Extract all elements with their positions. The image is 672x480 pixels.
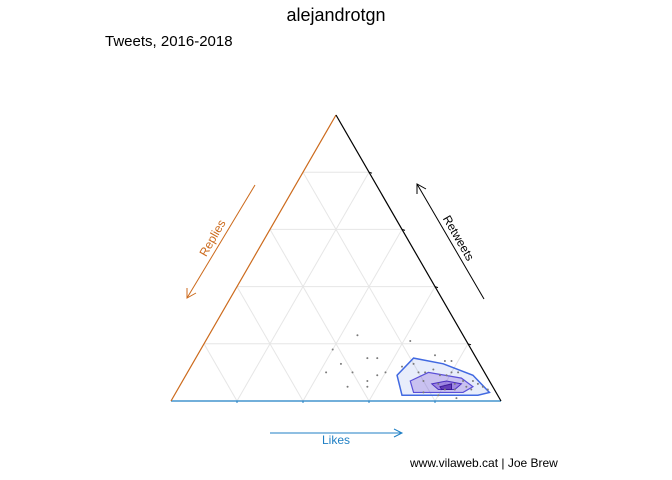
density-contours: [396, 357, 491, 397]
data-point-32: [455, 397, 458, 400]
data-points: [325, 334, 489, 400]
data-point-27: [453, 388, 456, 391]
retweets-tick-0: [467, 343, 472, 346]
likes-axis-label: Likes: [322, 433, 350, 447]
replies-axis-arrow: [186, 184, 256, 299]
grid-line-replies-3: [203, 343, 238, 402]
data-point-16: [450, 359, 453, 362]
retweets-tick-2: [401, 228, 406, 231]
data-point-18: [432, 368, 435, 371]
data-point-14: [434, 354, 436, 357]
retweets-axis-arrow: [416, 183, 485, 300]
data-point-29: [470, 388, 473, 391]
replies-axis-label: Replies: [196, 217, 228, 259]
data-point-5: [366, 379, 369, 382]
data-point-6: [376, 357, 379, 360]
data-point-3: [346, 385, 349, 388]
data-point-13: [412, 362, 415, 365]
data-point-10: [366, 385, 369, 388]
replies-axis-line: [170, 114, 337, 402]
data-point-22: [422, 379, 425, 382]
retweets-axis-line: [335, 114, 502, 402]
data-point-25: [453, 382, 456, 385]
data-point-0: [356, 334, 359, 337]
data-point-28: [465, 385, 468, 388]
chart-subtitle: Tweets, 2016-2018: [105, 33, 233, 50]
grid-line-replies-1: [269, 229, 370, 402]
retweets-tick-3: [368, 171, 373, 174]
data-point-9: [376, 374, 379, 377]
grid-line-likes-2: [368, 286, 436, 402]
data-point-23: [437, 382, 440, 385]
grid-line-likes-1: [302, 229, 403, 402]
data-point-7: [325, 371, 328, 374]
data-point-19: [438, 374, 441, 377]
data-point-35: [457, 371, 460, 374]
data-point-34: [445, 374, 448, 377]
triangle-axes: [170, 114, 502, 403]
chart-caption: www.vilaweb.cat | Joe Brew: [410, 456, 558, 470]
data-point-24: [443, 388, 446, 391]
data-point-8: [384, 371, 387, 374]
chart-title: alejandrotgn: [286, 5, 386, 25]
data-point-15: [443, 359, 446, 362]
grid-line-replies-2: [236, 286, 304, 402]
data-point-37: [486, 388, 489, 391]
data-point-38: [422, 391, 425, 394]
data-point-36: [481, 385, 484, 388]
data-point-39: [409, 339, 412, 342]
data-point-26: [462, 379, 465, 382]
data-point-30: [476, 382, 479, 385]
data-point-20: [417, 371, 420, 374]
data-point-4: [351, 371, 354, 374]
data-point-17: [424, 371, 427, 374]
data-point-21: [450, 371, 453, 374]
data-point-11: [339, 362, 342, 365]
retweets-tick-1: [434, 286, 439, 289]
data-point-2: [366, 357, 369, 360]
data-point-12: [401, 365, 403, 368]
likes-axis-arrow: [270, 428, 404, 438]
data-point-1: [331, 348, 334, 351]
data-point-31: [471, 379, 474, 382]
contour-core: [439, 383, 452, 391]
data-point-33: [437, 394, 440, 397]
